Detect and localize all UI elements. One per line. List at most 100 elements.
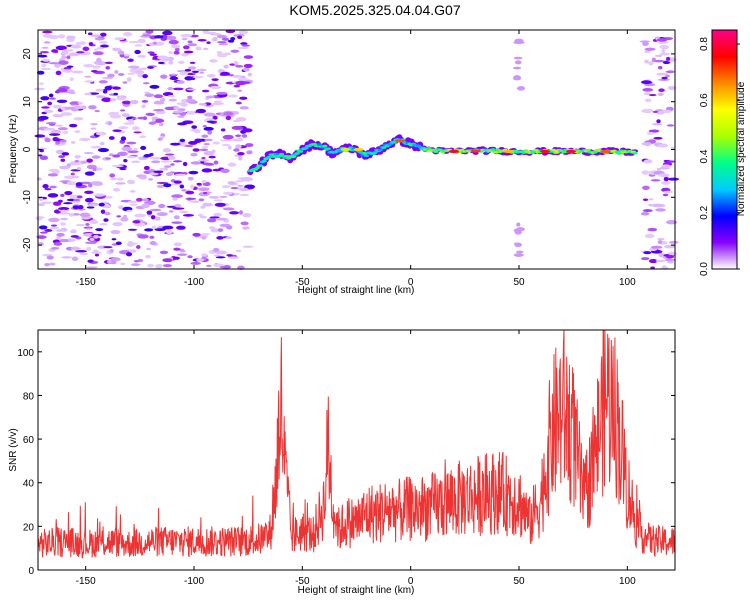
spectrogram-cell bbox=[195, 46, 202, 51]
spectrogram-cell bbox=[72, 205, 80, 210]
spectrogram-cell bbox=[641, 142, 652, 146]
spectrogram-cell bbox=[215, 250, 227, 255]
spectrogram-cell bbox=[658, 173, 670, 178]
snr-series bbox=[37, 329, 676, 559]
spectrogram-cell bbox=[133, 131, 142, 134]
spectrogram-cell bbox=[180, 33, 193, 38]
spectrogram-cell bbox=[70, 141, 76, 144]
spectrogram-cell bbox=[127, 242, 138, 245]
spectrogram-cell bbox=[90, 69, 98, 73]
spectrogram-cell bbox=[663, 244, 676, 249]
spectrogram-cell bbox=[126, 141, 137, 145]
spectrogram-cell bbox=[46, 255, 54, 260]
spectrogram-cell bbox=[196, 258, 205, 262]
spectrogram-cell bbox=[35, 216, 46, 219]
spectrogram-cell bbox=[199, 148, 209, 151]
spectrogram-cell bbox=[223, 191, 233, 195]
spectrogram-cell bbox=[219, 223, 231, 228]
spectrogram-cell bbox=[94, 253, 100, 257]
spectrogram-cell bbox=[187, 255, 193, 259]
spectrogram-cell bbox=[190, 153, 198, 157]
spectrogram-cell bbox=[108, 136, 115, 140]
y-tick-label: 0 bbox=[28, 566, 34, 577]
spectrogram-cell bbox=[241, 177, 253, 182]
spectrogram-cell bbox=[172, 256, 180, 260]
track-body bbox=[585, 148, 591, 152]
spectrogram-cell bbox=[55, 141, 60, 145]
spectrogram-cell bbox=[38, 115, 49, 121]
colorbar-tick-label: 0.8 bbox=[699, 37, 710, 51]
spectrogram-cell bbox=[102, 90, 108, 94]
spectrogram-cell bbox=[177, 122, 188, 126]
spectrogram-cell bbox=[237, 184, 244, 187]
spectrogram-cell bbox=[513, 242, 521, 245]
spectrogram-cell bbox=[71, 256, 79, 261]
spectrogram-cell bbox=[149, 208, 162, 212]
spectrogram-cell bbox=[658, 252, 666, 258]
spectrogram-cell bbox=[182, 213, 195, 217]
spectrogram-cell bbox=[201, 146, 209, 149]
track-body bbox=[381, 146, 387, 149]
spectrogram-cell bbox=[213, 199, 223, 202]
spectrogram-cell bbox=[144, 93, 155, 98]
spectrogram-cell bbox=[117, 151, 128, 156]
spectrogram-cell bbox=[151, 118, 156, 122]
spectrogram-cell bbox=[107, 73, 115, 78]
track-hot-spot bbox=[353, 147, 364, 152]
spectrogram-cell bbox=[103, 88, 112, 91]
spectrogram-cell bbox=[650, 266, 655, 269]
spectrogram-cell bbox=[658, 88, 665, 93]
spectrogram-cell bbox=[123, 31, 133, 37]
spectrogram-cell bbox=[516, 222, 521, 227]
spectrogram-cell bbox=[661, 48, 666, 54]
spectrogram-cell bbox=[84, 190, 94, 195]
spectrogram-cell bbox=[118, 205, 124, 210]
spectrogram-cell bbox=[104, 61, 113, 64]
spectrogram-cell bbox=[42, 30, 53, 34]
spectrogram-cell bbox=[112, 188, 120, 192]
spectrogram-cell bbox=[59, 238, 69, 243]
spectrogram-cell bbox=[48, 217, 60, 223]
spectrogram-cell bbox=[648, 203, 653, 207]
spectrogram-cell bbox=[88, 203, 99, 207]
spectrogram-cell bbox=[655, 54, 663, 57]
spectrogram-cell bbox=[214, 202, 227, 207]
spectrogram-cell bbox=[167, 87, 174, 91]
y-tick-label: 0 bbox=[22, 146, 33, 152]
spectrogram-cell bbox=[207, 130, 213, 135]
spectrogram-cell bbox=[647, 227, 658, 232]
spectrogram-cell bbox=[179, 210, 189, 213]
spectrogram-cell bbox=[641, 170, 650, 175]
track-body bbox=[632, 151, 638, 155]
track-body bbox=[278, 152, 285, 156]
spectrogram-cell bbox=[206, 120, 216, 123]
track-body bbox=[322, 144, 328, 148]
spectrogram-cell bbox=[110, 177, 117, 181]
spectrogram-cell bbox=[53, 241, 63, 246]
spectrogram-cell bbox=[206, 41, 211, 44]
y-tick-label: 60 bbox=[23, 435, 35, 446]
spectrogram-x-label: Height of straight line (km) bbox=[298, 285, 415, 296]
spectrogram-cell bbox=[186, 88, 197, 91]
spectrogram-cell bbox=[192, 232, 201, 237]
track-body bbox=[325, 147, 331, 150]
spectrogram-cell bbox=[99, 44, 109, 48]
spectrogram-cell bbox=[668, 240, 679, 244]
spectrogram-cell bbox=[81, 160, 88, 164]
spectrogram-cell bbox=[60, 158, 66, 162]
spectrogram-cell bbox=[127, 228, 138, 231]
spectrogram-cell bbox=[176, 102, 187, 106]
spectrogram-cell bbox=[172, 197, 178, 201]
spectrogram-cell bbox=[662, 60, 671, 65]
spectrogram-cell bbox=[126, 179, 136, 185]
spectrogram-cell bbox=[126, 155, 136, 159]
spectrogram-cell bbox=[141, 67, 148, 70]
spectrogram-cell bbox=[177, 108, 186, 112]
spectrogram-cell bbox=[61, 152, 70, 156]
spectrogram-cell bbox=[228, 94, 238, 98]
spectrogram-cell bbox=[79, 252, 89, 256]
spectrogram-cell bbox=[95, 37, 104, 41]
spectrogram-cell bbox=[104, 196, 113, 199]
spectrogram-cell bbox=[213, 100, 223, 103]
